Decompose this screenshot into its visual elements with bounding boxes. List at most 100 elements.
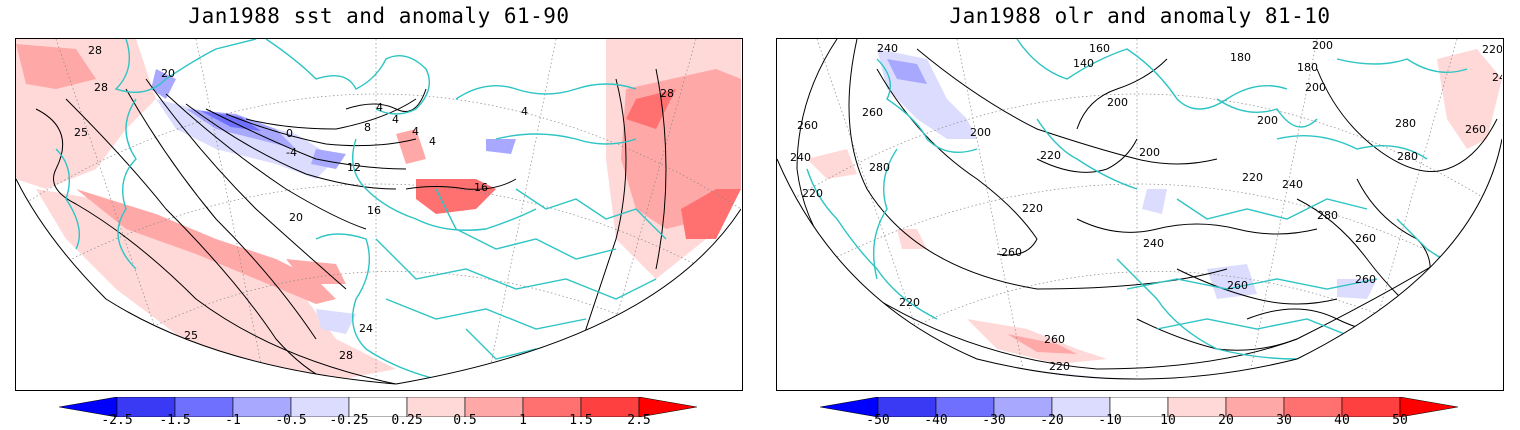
olr-contour-labels: 240 160 140 180 200 180 220 260 200 240 … [790,39,1502,373]
olr-colorbar-tick-label: -10 [1098,413,1122,428]
sst-colorbar-tick-label: 0.25 [391,413,423,428]
sst-contour-label: 25 [184,329,198,342]
sst-contour-label: 0 [286,127,293,140]
sst-colorbar-tick-label: -1 [225,413,241,428]
olr-positive-anomaly-fill [1007,334,1077,354]
sst-negative-anomaly-fill [311,149,346,169]
sst-negative-anomaly-fill [156,99,336,179]
olr-contour-label: 260 [1001,246,1022,259]
olr-contour-label: 240 [877,42,898,55]
olr-contour-label: 260 [797,119,818,132]
sst-colorbar-tick-label: -1.5 [159,413,191,428]
olr-contour-label: 220 [1242,171,1263,184]
olr-colorbar-tick-label: 10 [1160,413,1176,428]
sst-contour-label: 16 [367,204,381,217]
olr-negative-anomaly-fill [1142,189,1167,214]
olr-colorbar-tick-label: -20 [1040,413,1064,428]
olr-contour-label: 240 [790,151,811,164]
olr-contour-label: 260 [862,106,883,119]
olr-colorbar-tick-label: -30 [982,413,1006,428]
olr-map-svg: 240 160 140 180 200 180 220 260 200 240 … [777,39,1502,380]
sst-colorbar-tick-label: 1 [519,413,527,428]
olr-colorbar-tick-label: 40 [1334,413,1350,428]
olr-contour-label: 240 [1492,71,1502,84]
sst-positive-anomaly-fill [286,259,346,284]
olr-colorbar-tick-label: -40 [924,413,948,428]
olr-contour-label: 280 [1317,209,1338,222]
olr-contour-label: 220 [1403,293,1424,306]
olr-negative-anomaly-fill [1207,264,1257,299]
sst-colorbar-tick-label: 1.5 [569,413,593,428]
sst-positive-anomaly-fill [626,89,676,129]
sst-positive-anomaly-fill [681,189,741,239]
sst-positive-anomaly-fill [16,44,96,89]
olr-contour-label: 240 [1282,178,1303,191]
olr-colorbar-tick-label: 50 [1392,413,1408,428]
olr-contour-label: 280 [1395,117,1416,130]
olr-contour-label: 200 [1107,96,1128,109]
olr-coastlines [806,39,1478,360]
olr-contour-label: 220 [802,187,823,200]
olr-contour-label: 220 [1049,360,1070,373]
left-map-sst: 28 28 28 25 20 0 4 8 12 16 20 24 25 28 -… [15,38,743,391]
olr-colorbar-tick-label: -50 [866,413,890,428]
sst-contour-label: 12 [347,161,361,174]
sst-contour-label: 4 [429,135,436,148]
olr-contour-label: 220 [899,296,920,309]
sst-contour-label: 4 [521,105,528,118]
olr-contour-label: 200 [1312,39,1333,52]
sst-map-edge [16,178,741,385]
olr-contour-label: 200 [1305,81,1326,94]
olr-contour-label: 200 [970,126,991,139]
sst-contour-label: 28 [88,44,102,57]
sst-colorbar-arrow-high [638,397,698,417]
sst-contour-label: 16 [474,181,488,194]
olr-contour-label: 280 [869,161,890,174]
sst-contour-label: 28 [339,349,353,362]
sst-positive-anomaly-fill [76,189,336,304]
right-map-olr: 240 160 140 180 200 180 220 260 200 240 … [776,38,1504,391]
right-panel-title: Jan1988 olr and anomaly 81-10 [949,4,1331,28]
olr-colorbar [820,397,1459,417]
sst-contour-label: 4 [376,101,383,114]
olr-contour-label: 220 [1022,202,1043,215]
sst-contour-label: 4 [412,125,419,138]
sst-contour-label: 24 [359,322,373,335]
sst-contour-label: 8 [364,121,371,134]
sst-contour-label: 20 [161,67,175,80]
olr-contour-label: 240 [1143,237,1164,250]
sst-contour-label: -4 [286,146,297,159]
olr-negative-anomaly-fill [1337,279,1377,299]
olr-contour-label: 260 [1355,273,1376,286]
olr-contour-label: 180 [1297,61,1318,74]
olr-contour-label: 140 [1073,57,1094,70]
sst-negative-anomaly-fill [486,139,516,154]
olr-contour-label: 160 [1089,42,1110,55]
olr-contour-label: 200 [1257,114,1278,127]
olr-map-edge [777,138,1502,380]
olr-contour-label: 200 [1139,146,1160,159]
sst-contour-label: 28 [660,87,674,100]
olr-contour-label: 220 [1482,43,1502,56]
sst-positive-anomaly-fill [396,129,426,164]
olr-contour-label: 260 [1044,333,1065,346]
olr-positive-anomaly-fill [807,149,857,179]
olr-contour-label: 220 [1040,149,1061,162]
olr-contour-label: 260 [1355,232,1376,245]
sst-contour-label: 4 [392,113,399,126]
olr-contour-label: 260 [1227,279,1248,292]
olr-colorbar-arrow-high [1399,397,1459,417]
olr-contour-label: 260 [1465,123,1486,136]
sst-colorbar [59,397,698,417]
olr-negative-anomaly-fill [887,59,927,84]
olr-positive-anomaly-fill [1437,49,1502,149]
sst-coastlines [55,39,667,380]
sst-colorbar-tick-label: -0.5 [275,413,307,428]
sst-map-svg: 28 28 28 25 20 0 4 8 12 16 20 24 25 28 -… [16,39,741,385]
sst-contour-label: 25 [74,126,88,139]
olr-colorbar-tick-label: 20 [1218,413,1234,428]
olr-contour-label: 180 [1230,51,1251,64]
olr-colorbar-tick-label: 30 [1276,413,1292,428]
sst-colorbar-tick-label: -0.25 [329,413,369,428]
olr-contour-label: 280 [1397,150,1418,163]
